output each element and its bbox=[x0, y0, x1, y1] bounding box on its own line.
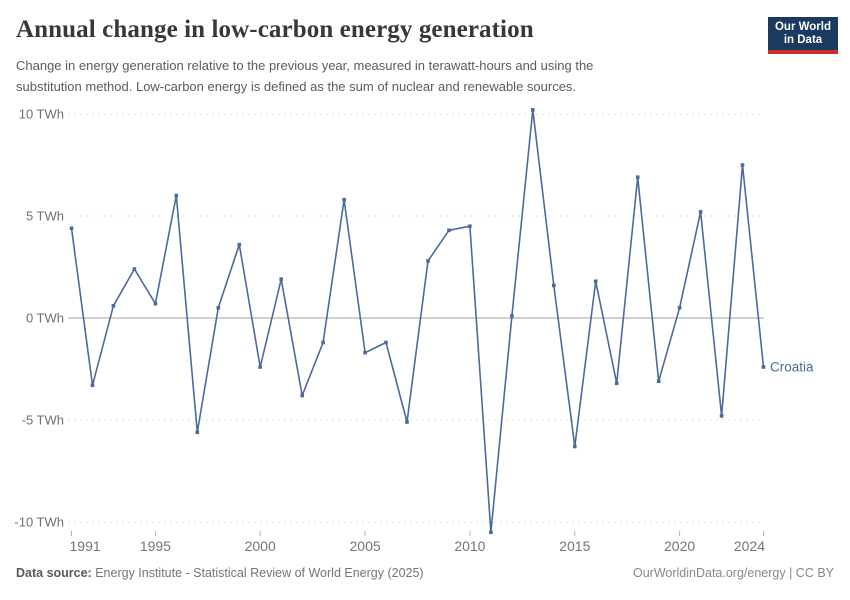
data-point[interactable] bbox=[447, 228, 451, 233]
data-point[interactable] bbox=[698, 210, 703, 214]
data-point[interactable] bbox=[677, 306, 682, 310]
data-point[interactable] bbox=[216, 306, 221, 310]
data-point[interactable] bbox=[719, 414, 724, 418]
x-axis-label: 2020 bbox=[664, 538, 695, 554]
data-point[interactable] bbox=[573, 444, 577, 449]
y-axis-label: 0 TWh bbox=[26, 311, 64, 326]
x-axis-label: 2005 bbox=[350, 538, 381, 554]
owid-logo-line-2: in Data bbox=[783, 34, 823, 46]
data-point[interactable] bbox=[69, 226, 74, 230]
data-line[interactable] bbox=[70, 109, 765, 534]
subtitle-line-1: Change in energy generation relative to … bbox=[16, 58, 594, 73]
data-point[interactable] bbox=[593, 279, 598, 284]
chart-subtitle: Change in energy generation relative to … bbox=[16, 55, 696, 97]
data-point[interactable] bbox=[761, 365, 766, 369]
data-point[interactable] bbox=[279, 277, 283, 281]
x-axis-label: 2000 bbox=[245, 538, 276, 554]
y-axis-label: 10 TWh bbox=[19, 107, 64, 122]
x-axis-label: 2010 bbox=[454, 538, 485, 554]
data-point[interactable] bbox=[740, 163, 745, 167]
x-axis-label: 1991 bbox=[70, 538, 101, 554]
data-point[interactable] bbox=[321, 340, 325, 345]
series-label[interactable]: Croatia bbox=[770, 360, 814, 375]
y-axis-label: -10 TWh bbox=[14, 515, 64, 530]
page-title: Annual change in low-carbon energy gener… bbox=[16, 16, 534, 43]
data-point[interactable] bbox=[635, 175, 640, 179]
data-point[interactable] bbox=[342, 197, 346, 202]
data-point[interactable] bbox=[363, 350, 367, 355]
data-point[interactable] bbox=[468, 224, 472, 228]
data-point[interactable] bbox=[552, 283, 556, 288]
data-point[interactable] bbox=[405, 420, 409, 424]
data-point[interactable] bbox=[111, 304, 116, 308]
x-axis-label: 2015 bbox=[559, 538, 590, 554]
y-axis-label: -5 TWh bbox=[22, 413, 64, 428]
data-point[interactable] bbox=[90, 383, 95, 388]
data-point[interactable] bbox=[510, 314, 514, 318]
data-point[interactable] bbox=[153, 301, 158, 306]
x-axis-label: 1995 bbox=[140, 538, 171, 554]
data-point[interactable] bbox=[614, 381, 619, 386]
y-axis-label: 5 TWh bbox=[26, 209, 64, 224]
data-point[interactable] bbox=[237, 242, 242, 247]
data-point[interactable] bbox=[531, 108, 535, 112]
data-source: Data source: Energy Institute - Statisti… bbox=[16, 566, 424, 580]
data-point[interactable] bbox=[384, 340, 388, 345]
data-point[interactable] bbox=[174, 193, 179, 198]
data-source-label: Data source: bbox=[16, 566, 92, 580]
data-point[interactable] bbox=[426, 259, 430, 263]
x-axis-label: 2024 bbox=[734, 538, 765, 554]
data-point[interactable] bbox=[258, 365, 262, 369]
owid-logo: Our World in Data bbox=[768, 17, 838, 54]
owid-link[interactable]: OurWorldinData.org/energy | CC BY bbox=[632, 566, 834, 580]
data-point[interactable] bbox=[300, 393, 304, 398]
data-source-text: Energy Institute - Statistical Review of… bbox=[91, 566, 424, 580]
data-point[interactable] bbox=[132, 267, 137, 271]
owid-logo-line-1: Our World bbox=[774, 21, 831, 33]
data-point[interactable] bbox=[656, 379, 661, 383]
data-point[interactable] bbox=[195, 430, 200, 434]
chart-footer: Data source: Energy Institute - Statisti… bbox=[16, 566, 834, 580]
subtitle-line-2: substitution method. Low-carbon energy i… bbox=[16, 79, 577, 94]
data-point[interactable] bbox=[489, 530, 493, 534]
